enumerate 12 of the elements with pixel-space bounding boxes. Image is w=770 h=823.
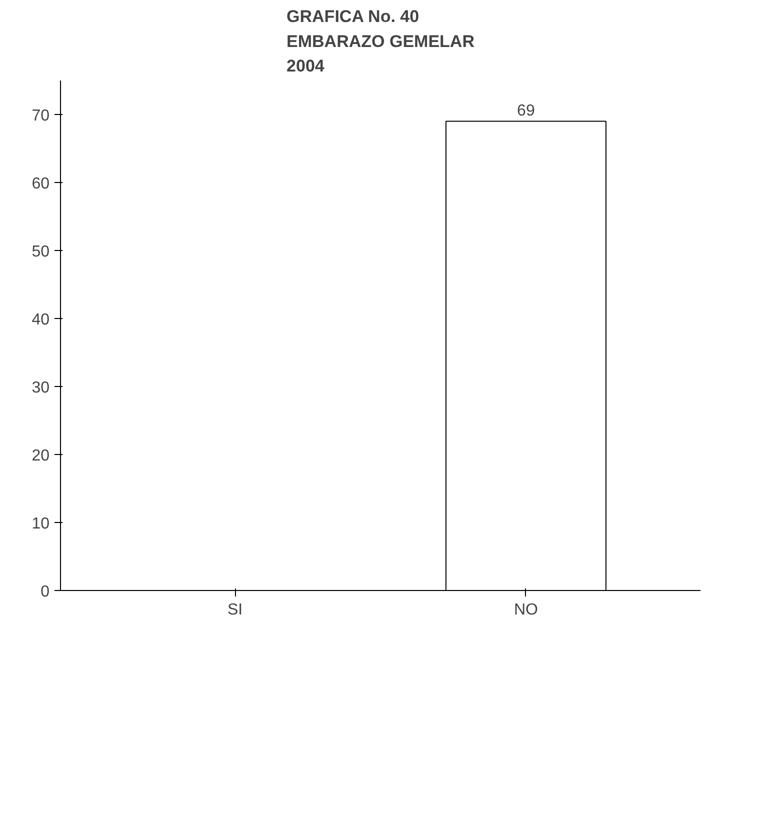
x-tick-label: NO — [514, 602, 538, 618]
y-tick-label: 10 — [32, 516, 50, 532]
y-tick-label: 30 — [32, 380, 50, 396]
y-tick-label: 70 — [32, 108, 50, 124]
chart-title: GRAFICA No. 40 EMBARAZO GEMELAR 2004 — [286, 7, 474, 76]
y-tick-label: 40 — [32, 312, 50, 328]
y-tick-label: 50 — [32, 244, 50, 260]
data-label: 69 — [517, 102, 535, 120]
x-tick-label: SI — [227, 602, 243, 618]
y-tick-label: 0 — [40, 584, 50, 600]
y-tick-label: 60 — [32, 176, 50, 192]
y-tick-label: 20 — [32, 448, 50, 464]
